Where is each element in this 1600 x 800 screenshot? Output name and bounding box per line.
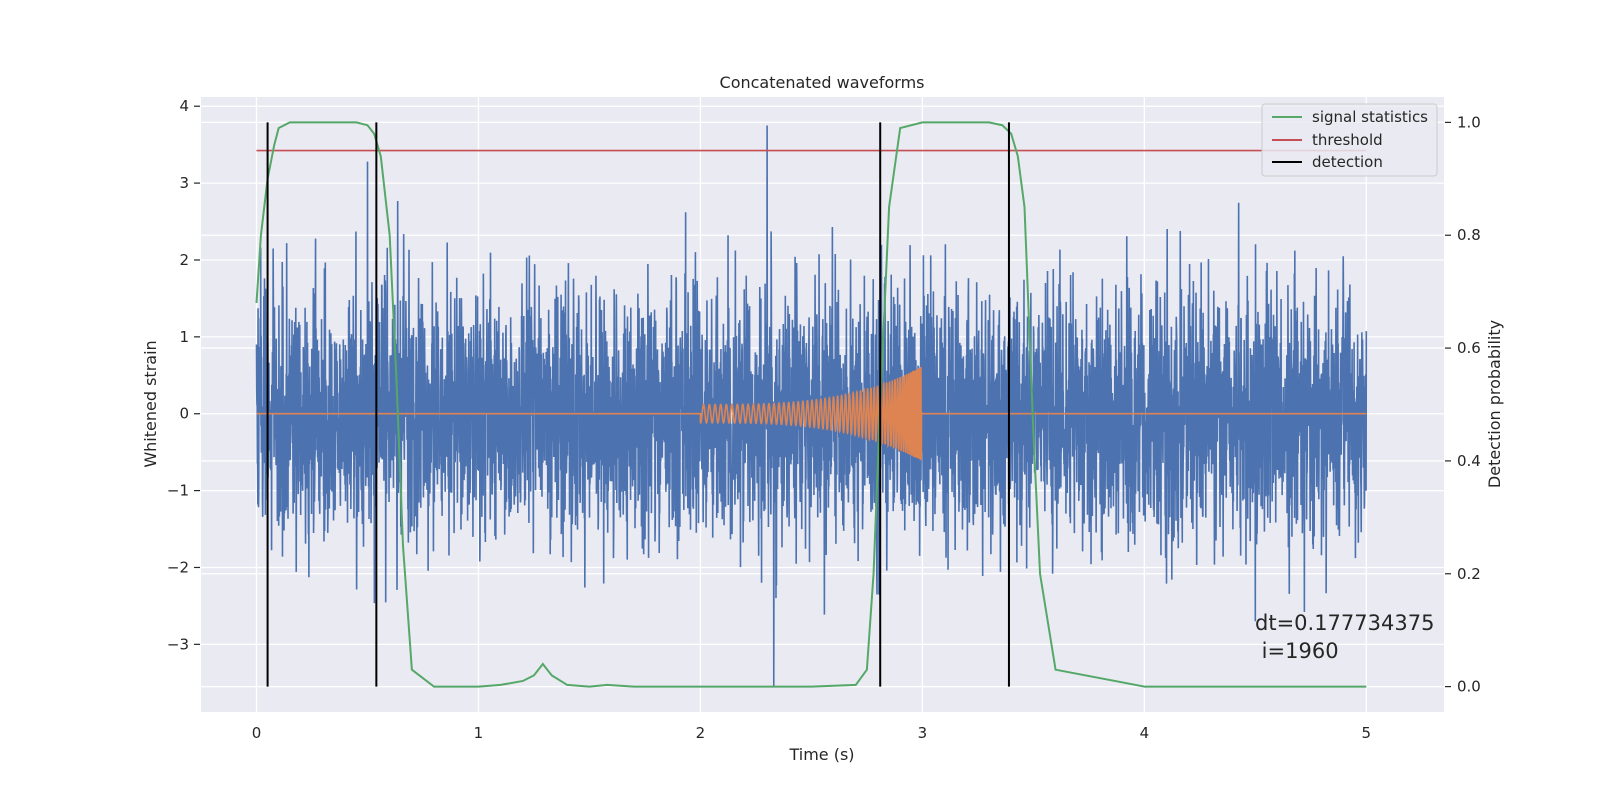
x-tick-label: 1 xyxy=(474,724,484,742)
right-axis-label: Detection probability xyxy=(1485,320,1504,488)
x-tick-label: 0 xyxy=(252,724,262,742)
legend: signal statistics threshold detection xyxy=(1261,103,1438,177)
x-tick-label: 3 xyxy=(918,724,928,742)
y2-tick-label: 0.6 xyxy=(1457,339,1481,357)
right-axis-ticks: 0.0 0.2 0.4 0.6 0.8 1.0 xyxy=(1445,113,1481,696)
chart-title: Concatenated waveforms xyxy=(720,73,925,92)
y-axis-ticks: −3 −2 −1 0 1 2 3 4 xyxy=(167,97,200,653)
y2-tick-label: 0.0 xyxy=(1457,678,1481,696)
legend-label-threshold: threshold xyxy=(1312,131,1383,149)
plot-area xyxy=(255,121,1368,688)
x-tick-label: 2 xyxy=(696,724,706,742)
y-tick-label: −1 xyxy=(167,482,189,500)
y2-tick-label: 0.8 xyxy=(1457,226,1481,244)
y-tick-label: −3 xyxy=(167,635,189,653)
legend-label-signal-statistics: signal statistics xyxy=(1312,108,1428,126)
y-tick-label: 1 xyxy=(179,328,189,346)
x-tick-label: 4 xyxy=(1140,724,1150,742)
y-tick-label: 0 xyxy=(179,405,189,423)
waveform-series xyxy=(256,366,1367,461)
y-tick-label: 4 xyxy=(179,97,189,115)
annotation-dt: dt=0.177734375 xyxy=(1255,611,1434,635)
y-tick-label: −2 xyxy=(167,558,189,576)
x-axis-label: Time (s) xyxy=(788,745,854,764)
y2-tick-label: 0.4 xyxy=(1457,452,1481,470)
y-tick-label: 2 xyxy=(179,251,189,269)
x-axis-ticks: 0 1 2 3 4 5 xyxy=(252,724,1371,742)
legend-label-detection: detection xyxy=(1312,153,1383,171)
detection-lines xyxy=(266,122,1010,687)
y-axis-label: Whitened strain xyxy=(141,340,160,467)
y2-tick-label: 0.2 xyxy=(1457,565,1481,583)
legend-box xyxy=(1261,103,1438,177)
x-tick-label: 5 xyxy=(1362,724,1372,742)
y-tick-label: 3 xyxy=(179,174,189,192)
y2-tick-label: 1.0 xyxy=(1457,113,1481,131)
annotation-index: i=1960 xyxy=(1255,639,1339,663)
